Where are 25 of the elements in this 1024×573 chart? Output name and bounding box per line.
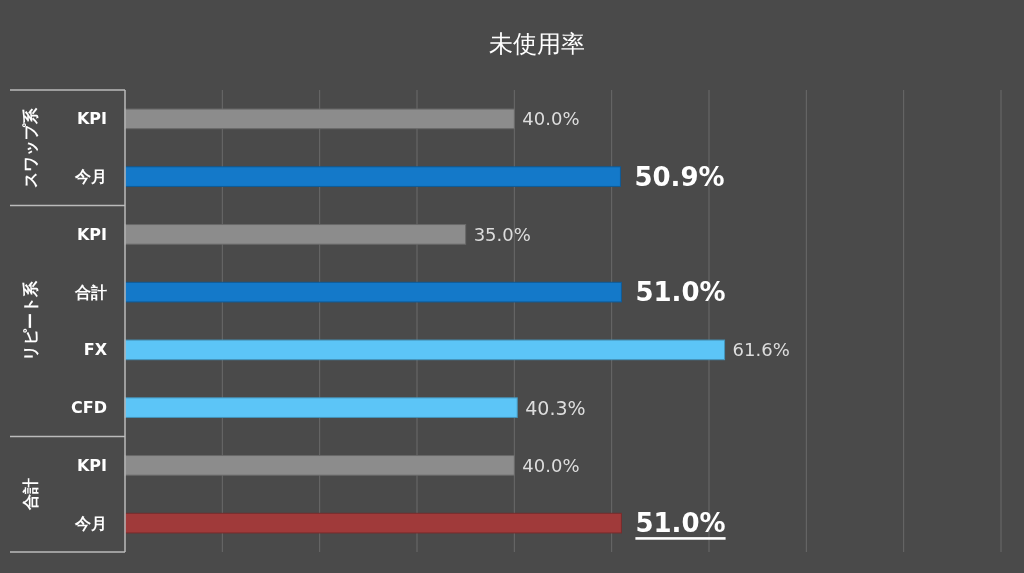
y-tick-label: KPI bbox=[76, 455, 107, 475]
bar bbox=[124, 281, 622, 303]
data-label: 40.3% bbox=[525, 396, 586, 419]
bar bbox=[124, 339, 726, 361]
y-tick-label: 合計 bbox=[74, 282, 107, 302]
bar bbox=[124, 397, 518, 418]
data-label: 40.0% bbox=[522, 454, 580, 476]
text: スワップ系 bbox=[20, 106, 40, 188]
data-label: 40.0% bbox=[522, 108, 580, 130]
data-label: 50.9% bbox=[634, 161, 725, 192]
text: リピート系 bbox=[20, 280, 40, 361]
data-label: 51.0% bbox=[635, 508, 726, 539]
bar bbox=[124, 512, 622, 534]
y-tick-label: 今月 bbox=[74, 513, 107, 533]
data-label: 51.0% bbox=[635, 277, 726, 308]
data-label: 35.0% bbox=[473, 223, 531, 245]
chart-title: 未使用率 bbox=[489, 30, 585, 58]
y-tick-label: KPI bbox=[76, 109, 107, 129]
bar bbox=[124, 166, 621, 187]
y-tick-label: KPI bbox=[76, 224, 107, 244]
data-label: 61.6% bbox=[732, 339, 790, 361]
y-tick-label: 今月 bbox=[74, 167, 107, 187]
y-tick-label: CFD bbox=[71, 398, 107, 418]
y-tick-label: FX bbox=[83, 340, 108, 360]
text: 合計 bbox=[20, 478, 40, 512]
